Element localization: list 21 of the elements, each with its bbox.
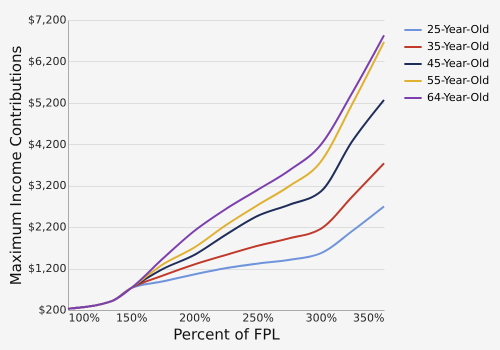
y-axis-title: Maximum Income Contributions [7,46,26,286]
y-tick-label: $2,200 [28,220,66,234]
x-tick-label: 100% [68,312,100,324]
x-tick-label: 300% [306,312,338,324]
y-tick-label: $7,200 [28,14,66,26]
legend-label: 35-Year-Old [427,40,490,53]
legend-label: 55-Year-Old [427,74,490,87]
y-tick-label: $1,200 [28,262,66,276]
y-tick-label: $5,200 [28,96,66,110]
x-tick-label: 200% [179,312,211,324]
y-tick-label: $3,200 [28,179,66,192]
legend-label: 64-Year-Old [427,91,490,104]
x-tick-label: 250% [242,312,274,324]
y-tick-label: $4,200 [28,138,66,151]
legend-label: 25-Year-Old [427,23,490,36]
legend-label: 45-Year-Old [427,57,490,70]
x-tick-label: 150% [116,312,148,324]
x-tick-label: 350% [353,312,384,324]
y-tick-label: $200 [38,304,66,316]
x-axis-title: Percent of FPL [173,326,280,344]
y-tick-label: $6,200 [28,54,66,68]
